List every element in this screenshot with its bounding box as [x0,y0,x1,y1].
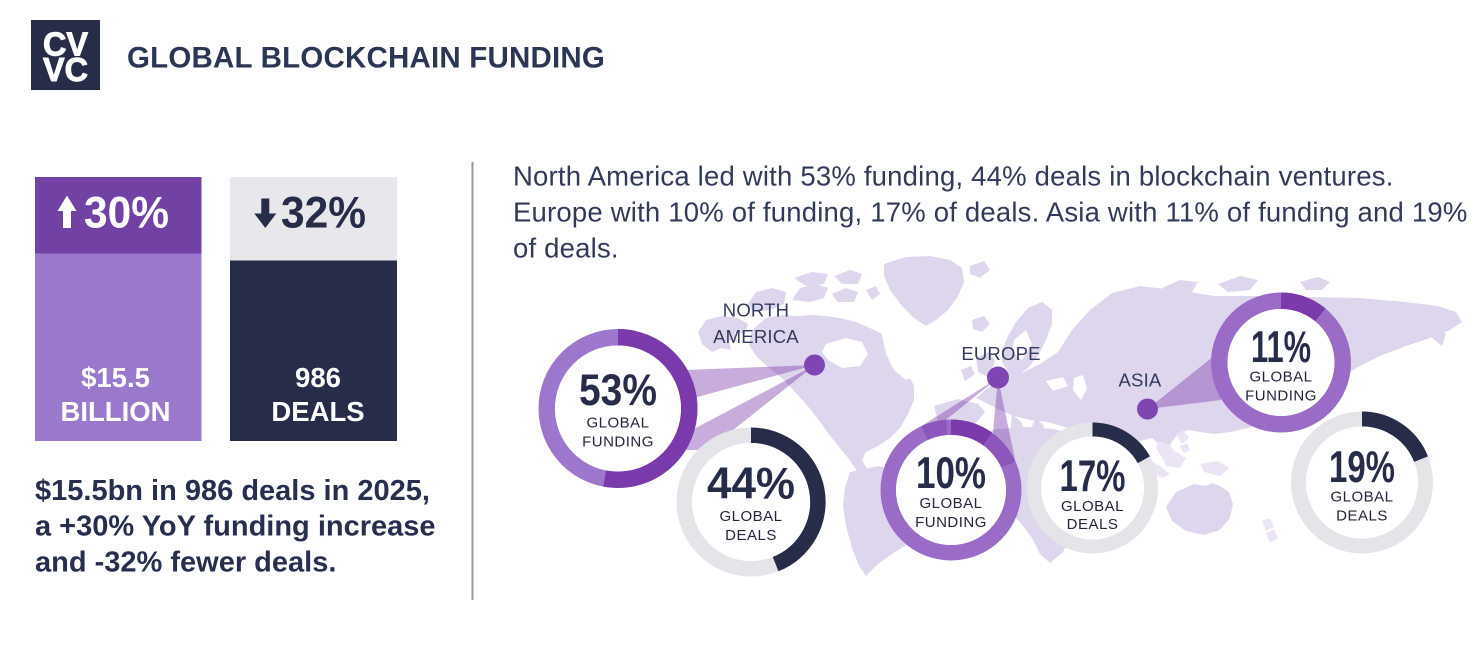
svg-text:GLOBAL: GLOBAL [586,415,649,432]
svg-text:DEALS: DEALS [725,527,777,544]
svg-text:10%: 10% [916,449,986,498]
svg-text:FUNDING: FUNDING [582,434,654,451]
svg-text:44%: 44% [707,460,795,509]
svg-text:a +30% YoY funding increase: a +30% YoY funding increase [35,511,436,543]
svg-text:FUNDING: FUNDING [915,514,987,531]
svg-text:17%: 17% [1060,452,1126,501]
svg-text:DEALS: DEALS [271,396,364,427]
svg-text:986: 986 [295,362,341,393]
svg-text:Europe with 10% of funding, 17: Europe with 10% of funding, 17% of deals… [513,197,1468,228]
svg-text:of deals.: of deals. [513,233,619,264]
svg-text:$15.5bn in 986 deals in 2025,: $15.5bn in 986 deals in 2025, [35,475,430,507]
svg-text:GLOBAL: GLOBAL [919,495,982,512]
svg-text:GLOBAL: GLOBAL [1249,369,1312,386]
svg-text:BILLION: BILLION [61,396,171,427]
svg-text:and -32% fewer deals.: and -32% fewer deals. [35,546,336,578]
svg-text:DEALS: DEALS [1336,508,1388,525]
svg-text:VC: VC [43,52,88,89]
svg-text:53%: 53% [579,366,657,415]
svg-text:FUNDING: FUNDING [1245,388,1317,405]
svg-text:DEALS: DEALS [1067,516,1119,533]
svg-text:AMERICA: AMERICA [713,326,799,347]
svg-text:$15.5: $15.5 [81,362,150,393]
svg-text:32%: 32% [281,189,366,238]
svg-text:North America led with 53% fun: North America led with 53% funding, 44% … [513,161,1394,192]
svg-text:19%: 19% [1329,443,1395,492]
svg-text:ASIA: ASIA [1119,370,1162,391]
svg-text:EUROPE: EUROPE [961,343,1040,364]
svg-text:GLOBAL: GLOBAL [719,508,782,525]
svg-text:GLOBAL: GLOBAL [1330,489,1393,506]
svg-text:NORTH: NORTH [723,300,789,321]
svg-text:CV: CV [43,27,89,64]
svg-text:11%: 11% [1251,323,1311,372]
svg-text:GLOBAL BLOCKCHAIN FUNDING: GLOBAL BLOCKCHAIN FUNDING [127,42,605,75]
svg-text:GLOBAL: GLOBAL [1061,498,1124,515]
svg-text:30%: 30% [84,189,169,238]
